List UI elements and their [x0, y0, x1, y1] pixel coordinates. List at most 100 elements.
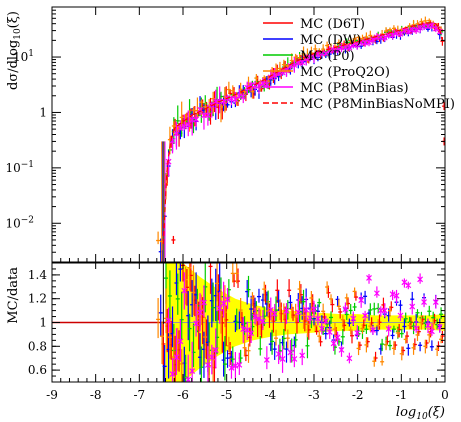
- ratio-y-tick-label: 1.2: [28, 292, 47, 306]
- ratio-data-point: [283, 307, 290, 314]
- ratio-data-point: [259, 318, 266, 325]
- ratio-data-point: [409, 303, 416, 310]
- main-data-point: [193, 116, 200, 123]
- ratio-data-point: [401, 279, 408, 286]
- ratio-y-tick-label: 1: [39, 316, 47, 330]
- main-data-point: [389, 32, 396, 38]
- ratio-data-point: [201, 299, 207, 306]
- main-data-point: [240, 93, 247, 100]
- ratio-data-point: [279, 356, 286, 362]
- ratio-data-point: [169, 371, 176, 378]
- ratio-data-point: [303, 306, 310, 313]
- ratio-data-point: [193, 320, 200, 327]
- ratio-data-point: [307, 315, 313, 322]
- main-data-point: [401, 27, 408, 34]
- ratio-data-point: [228, 364, 235, 371]
- main-y-tick-label: 10−1: [5, 160, 34, 175]
- main-data-point: [413, 26, 420, 33]
- legend-label: MC (DW): [300, 33, 361, 48]
- ratio-data-point: [432, 299, 439, 305]
- main-y-axis-label: dσ/dlog10(ξ): [6, 11, 23, 90]
- main-data-point: [405, 28, 412, 35]
- ratio-data-point: [373, 290, 380, 297]
- main-data-point: [197, 106, 203, 113]
- ratio-data-point: [362, 312, 369, 319]
- ratio-data-point: [338, 346, 345, 353]
- x-tick-label: -1: [395, 388, 407, 402]
- ratio-data-point: [428, 328, 435, 335]
- ratio-data-point: [204, 362, 211, 368]
- ratio-data-point: [212, 347, 219, 354]
- ratio-data-point: [275, 351, 282, 357]
- ratio-y-tick-label: 0.6: [28, 363, 47, 377]
- legend-label: MC (P0): [300, 49, 355, 64]
- ratio-data-point: [287, 349, 294, 356]
- main-data-point: [232, 96, 239, 103]
- series-ratio-4: [165, 272, 443, 382]
- x-tick-label: -9: [46, 388, 58, 402]
- x-tick-label: -8: [90, 388, 102, 402]
- x-tick-label: -4: [264, 388, 276, 402]
- legend-label: MC (P8MinBias): [300, 81, 409, 96]
- main-data-point: [173, 130, 180, 137]
- ratio-data-point: [299, 352, 306, 359]
- ratio-data-point: [381, 307, 388, 314]
- main-data-point: [177, 125, 184, 132]
- main-data-point: [381, 34, 388, 41]
- ratio-data-point: [330, 340, 337, 347]
- main-data-point: [350, 42, 357, 49]
- main-data-point: [354, 41, 361, 48]
- ratio-data-point: [248, 330, 255, 337]
- main-data-point: [362, 39, 369, 46]
- main-y-tick-label: 10−2: [5, 215, 34, 230]
- main-y-tick-label: 1: [39, 105, 47, 119]
- main-data-point: [370, 36, 376, 43]
- main-data-point: [189, 116, 196, 123]
- ratio-data-point: [350, 315, 357, 322]
- x-axis-label: log10(ξ): [396, 405, 445, 422]
- main-data-point: [275, 70, 282, 77]
- x-tick-label: -5: [221, 388, 233, 402]
- ratio-data-point: [346, 355, 353, 362]
- main-data-point: [212, 98, 219, 105]
- main-data-point: [311, 54, 317, 61]
- ratio-data-point: [224, 296, 231, 303]
- main-data-point: [326, 47, 333, 54]
- ratio-data-point: [295, 309, 302, 316]
- ratio-data-point: [358, 297, 365, 304]
- ratio-data-point: [236, 361, 243, 368]
- legend: MC (D6T)MC (DW)MC (P0)MC (ProQ2O)MC (P8M…: [263, 17, 455, 112]
- ratio-data-point: [370, 327, 376, 333]
- x-tick-label: -7: [133, 388, 145, 402]
- ratio-data-point: [397, 312, 404, 319]
- main-data-point: [295, 60, 302, 67]
- main-data-point: [181, 123, 188, 130]
- main-data-point: [169, 137, 176, 144]
- ratio-data-point: [366, 274, 372, 281]
- ratio-data-point: [177, 338, 184, 345]
- main-data-point: [256, 83, 262, 89]
- main-data-point: [303, 55, 310, 62]
- main-plot-panel: 10−2 10−1 1 101 dσ/dlog10(ξ) MC (D6T)MC (DW…: [5, 6, 455, 263]
- x-tick-label: -3: [308, 388, 320, 402]
- x-tick-labels: -9 -8 -7 -6 -5 -4 -3 -2 -1 0: [46, 388, 449, 402]
- series-main-4: [164, 22, 443, 262]
- series-main-5: [162, 22, 444, 245]
- main-data-point: [263, 81, 270, 88]
- ratio-data-point: [232, 362, 239, 369]
- legend-label: MC (D6T): [300, 17, 365, 32]
- ratio-data-point: [417, 276, 424, 283]
- ratio-y-tick-label: 0.8: [28, 339, 47, 353]
- ratio-data-point: [208, 354, 215, 360]
- main-y-ticks: 10−2 10−1 1 101: [5, 6, 445, 263]
- ratio-plot-panel: 0.6 0.8 1 1.2 1.4 MC/data -9 -8 -7 -6 -5 -4 -3 -2 -1…: [6, 262, 449, 422]
- ratio-data-point: [256, 315, 262, 322]
- main-data-point: [220, 98, 227, 105]
- main-data-point: [417, 24, 424, 31]
- x-tick-label: -2: [352, 388, 364, 402]
- ratio-data-layer: [52, 263, 445, 382]
- x-tick-label: 0: [441, 388, 449, 402]
- main-data-point: [373, 34, 380, 41]
- legend-label: MC (ProQ2O): [300, 65, 390, 80]
